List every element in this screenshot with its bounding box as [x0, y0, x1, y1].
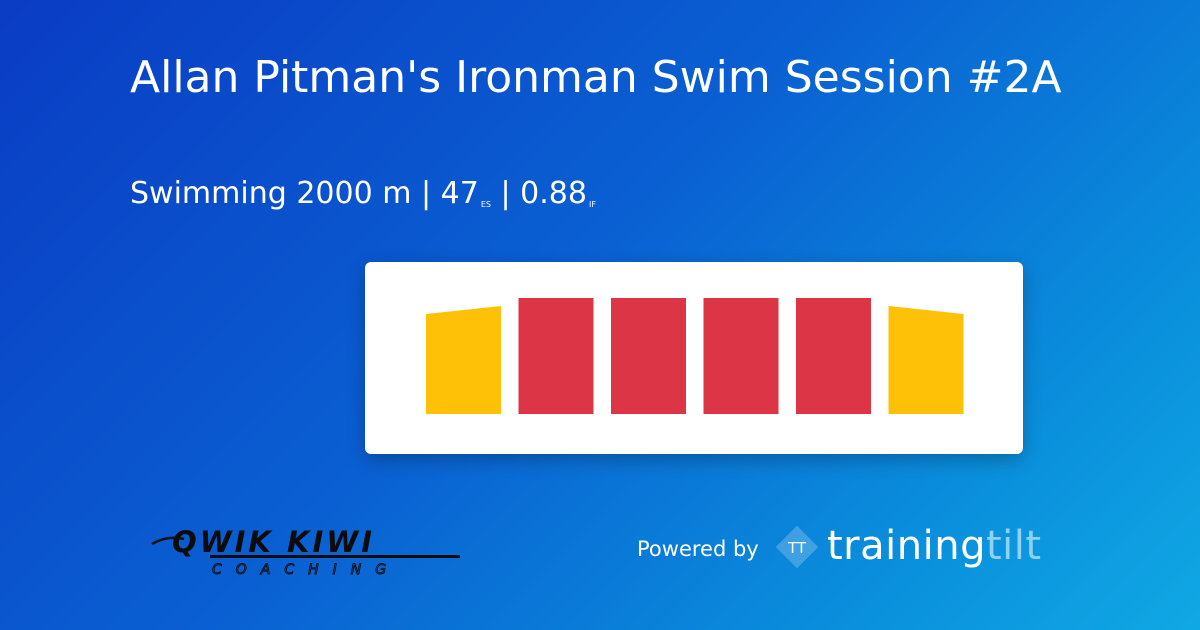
es-unit: ES: [480, 200, 491, 209]
if-unit: IF: [588, 200, 596, 209]
brand-part-tilt: tilt: [985, 523, 1042, 569]
brand-part-training: training: [827, 523, 986, 569]
logo-text-top: QWIK KIWI: [172, 525, 375, 559]
sport-label: Swimming: [130, 176, 287, 211]
workout-title: Allan Pitman's Ironman Swim Session #2A: [130, 52, 1062, 103]
trainingtilt-mark-icon: TT: [775, 525, 819, 569]
qwik-kiwi-coaching-logo: QWIK KIWI COACHING: [151, 525, 460, 578]
powered-by-label: Powered by: [637, 537, 759, 561]
separator: |: [500, 176, 511, 211]
workout-structure-chart: [426, 298, 964, 414]
workout-block-yellow: [426, 306, 501, 414]
es-value: 47: [440, 176, 479, 211]
workout-summary: Swimming 2000 m | 47 ES | 0.88 IF: [130, 174, 596, 225]
workout-block-red: [796, 298, 871, 414]
if-value: 0.88: [520, 176, 587, 211]
workout-block-red: [518, 298, 594, 414]
distance-value: 2000 m: [296, 176, 412, 211]
brand-mark-text: TT: [787, 539, 807, 557]
workout-block-red: [703, 298, 779, 414]
workout-block-red: [611, 298, 686, 414]
workout-block-yellow: [888, 306, 964, 414]
separator: |: [420, 176, 432, 211]
workout-structure-card: [365, 262, 1023, 454]
trainingtilt-logo: trainingtilt: [827, 520, 1042, 572]
logo-text-bottom: COACHING: [212, 562, 400, 578]
